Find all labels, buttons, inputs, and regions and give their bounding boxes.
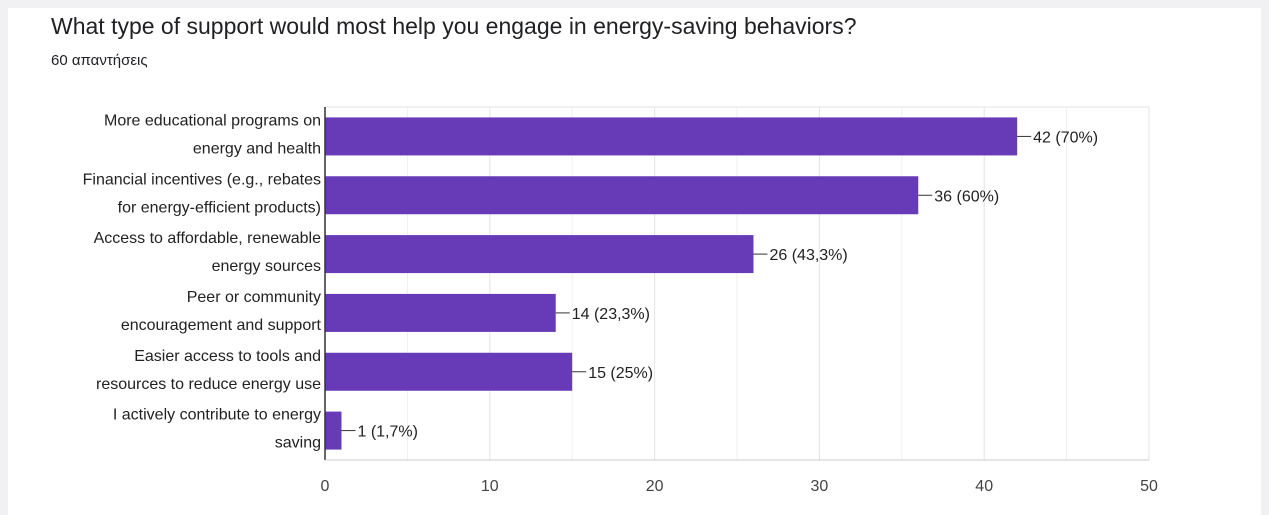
bar bbox=[325, 411, 342, 450]
category-label: I actively contribute to energy bbox=[113, 407, 321, 424]
bar bbox=[325, 176, 919, 215]
category-label: Easier access to tools and bbox=[134, 348, 321, 365]
x-tick-label: 10 bbox=[481, 478, 499, 495]
chart-title: What type of support would most help you… bbox=[51, 13, 857, 39]
bar bbox=[325, 235, 754, 274]
bar-chart: 0 10 20 30 40 50 42 (70%) More educational prog… bbox=[83, 106, 1158, 495]
category-label: saving bbox=[275, 435, 321, 452]
category-label: More educational programs on bbox=[104, 112, 321, 129]
bar bbox=[325, 117, 1018, 156]
data-label: 1 (1,7%) bbox=[357, 424, 417, 441]
response-count: 60 απαντήσεις bbox=[51, 52, 148, 69]
category-label: Financial incentives (e.g., rebates bbox=[83, 171, 321, 188]
chart-card: What type of support would most help you… bbox=[8, 8, 1261, 515]
x-tick-label: 50 bbox=[1140, 478, 1158, 495]
x-tick-label: 40 bbox=[975, 478, 993, 495]
category-label: Peer or community bbox=[187, 289, 321, 306]
bar bbox=[325, 293, 556, 332]
x-tick-label: 20 bbox=[646, 478, 664, 495]
bar bbox=[325, 352, 573, 391]
category-label: energy sources bbox=[212, 258, 321, 275]
category-label: for energy-efficient products) bbox=[118, 199, 321, 216]
data-label: 15 (25%) bbox=[588, 365, 653, 382]
category-label: encouragement and support bbox=[121, 317, 322, 334]
x-tick-label: 30 bbox=[811, 478, 829, 495]
data-label: 14 (23,3%) bbox=[572, 306, 650, 323]
data-label: 36 (60%) bbox=[934, 188, 999, 205]
data-label: 42 (70%) bbox=[1033, 129, 1098, 146]
data-label: 26 (43,3%) bbox=[769, 247, 847, 264]
category-label: Access to affordable, renewable bbox=[94, 230, 322, 247]
category-label: resources to reduce energy use bbox=[96, 376, 321, 393]
x-tick-label: 0 bbox=[321, 478, 330, 495]
category-label: energy and health bbox=[193, 140, 321, 157]
